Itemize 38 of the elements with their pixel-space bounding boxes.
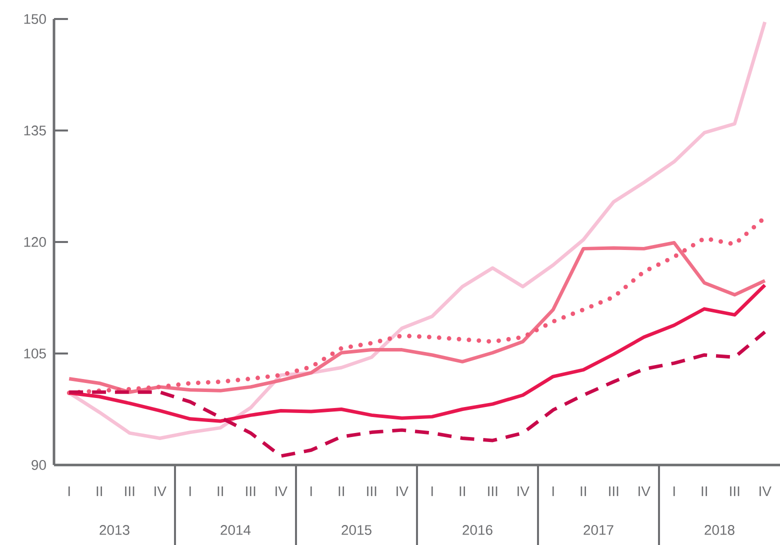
x-tick-label: II — [96, 486, 102, 496]
text: 2017 — [584, 525, 614, 535]
text: 2016 — [462, 525, 492, 535]
x-tick-label: IV — [276, 486, 288, 496]
x-tick-label: I — [68, 486, 70, 496]
x-tick-label: III — [367, 486, 376, 496]
x-tick-label: IV — [638, 486, 650, 496]
x-tick-label: IV — [518, 486, 530, 496]
line-series — [67, 240, 767, 394]
x-tick-label: II — [580, 486, 586, 496]
x-tick-label: IV — [154, 486, 166, 496]
x-tick-label: II — [218, 486, 223, 496]
y-tick-label: 120 — [24, 237, 46, 247]
x-tick-label: III — [246, 486, 256, 496]
text: 2018 — [704, 525, 734, 535]
x-tick-label: I — [673, 486, 675, 496]
line-series — [67, 20, 767, 440]
x-tick-label: I — [310, 486, 312, 496]
x-tick-label: IV — [396, 486, 408, 496]
x-tick-label: I — [431, 486, 433, 496]
x-tick-label: II — [460, 486, 465, 496]
y-tick-label: 105 — [24, 348, 46, 358]
text: 2014 — [220, 525, 251, 535]
x-tick-label: IV — [760, 486, 772, 496]
x-tick-label: III — [609, 486, 618, 496]
y-tick-label: 150 — [24, 14, 46, 24]
x-tick-label: III — [488, 486, 498, 496]
x-tick-label: II — [702, 486, 707, 496]
line-series — [67, 283, 767, 423]
text: 2015 — [342, 525, 372, 535]
x-tick-label: III — [125, 486, 134, 496]
x-tick-label: I — [189, 486, 191, 496]
y-tick-label: 90 — [32, 460, 46, 470]
x-tick-label: III — [730, 486, 740, 496]
x-tick-label: II — [338, 486, 344, 496]
y-tick-label: 135 — [24, 126, 46, 136]
x-tick-label: I — [552, 486, 554, 496]
text: 2013 — [100, 525, 130, 535]
